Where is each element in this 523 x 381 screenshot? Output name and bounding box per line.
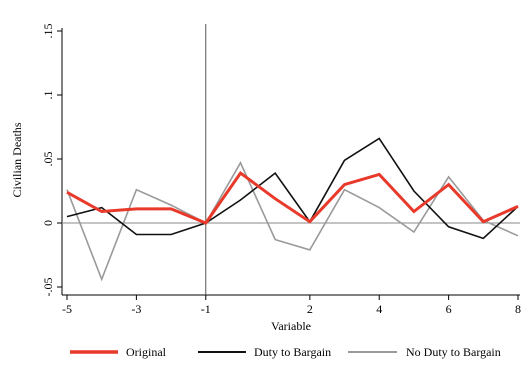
y-axis-ticks: -.05 0 .05 .1 .15 — [41, 24, 62, 297]
legend-label-duty-to-bargain: Duty to Bargain — [254, 345, 331, 359]
series-layer — [66, 137, 519, 282]
y-axis-label: Civilian Deaths — [10, 122, 24, 197]
x-tick-label: -3 — [131, 302, 141, 316]
y-tick-label: -.05 — [41, 278, 55, 297]
x-tick-label: 4 — [376, 302, 382, 316]
x-tick-label: 6 — [446, 302, 452, 316]
x-axis-label: Variable — [271, 319, 311, 333]
legend-label-original: Original — [126, 345, 167, 359]
series-line-original — [66, 170, 519, 225]
y-tick-label: 0 — [41, 220, 55, 226]
series-line-duty-to-bargain — [66, 137, 519, 240]
x-tick-label: 8 — [515, 302, 521, 316]
y-tick-label: .1 — [41, 91, 55, 100]
y-tick-label: .15 — [41, 24, 55, 39]
y-tick-label: .05 — [41, 152, 55, 167]
series-line-no-duty-to-bargain — [66, 161, 519, 282]
legend: Original Duty to Bargain No Duty to Bargai… — [70, 345, 501, 359]
x-tick-label: 2 — [307, 302, 313, 316]
legend-label-no-duty-to-bargain: No Duty to Bargain — [406, 345, 501, 359]
x-axis-ticks: -5 -3 -1 2 4 6 8 — [62, 295, 521, 316]
x-tick-label: -5 — [62, 302, 72, 316]
x-tick-label: -1 — [201, 302, 211, 316]
